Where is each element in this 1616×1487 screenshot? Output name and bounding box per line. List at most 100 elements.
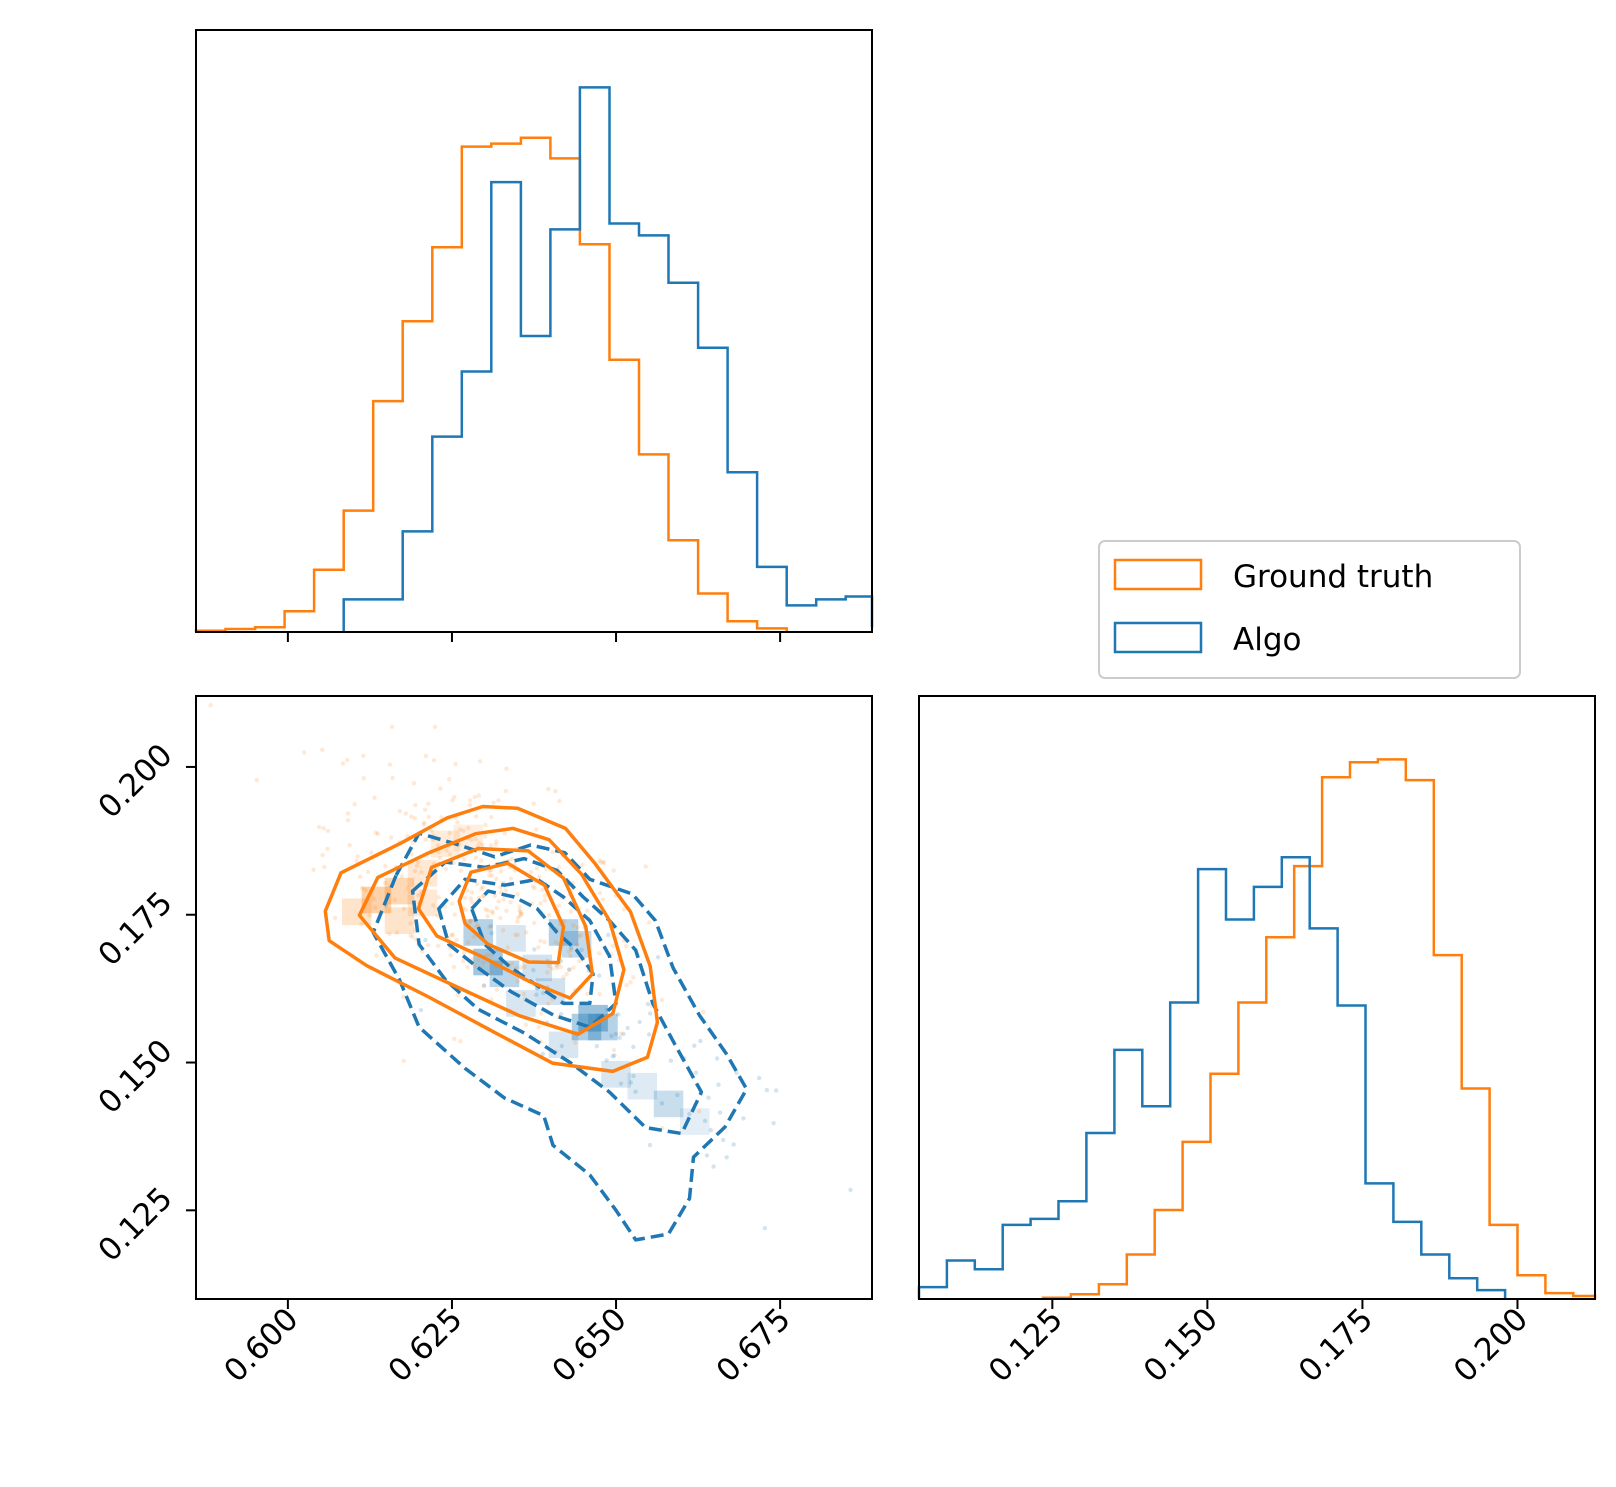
algo-density-cell [463,919,493,946]
ground-truth-sample-point [611,1047,617,1053]
ground-truth-sample-point [515,892,520,897]
ground-truth-sample-point [451,964,457,970]
ground-truth-sample-point [317,824,322,830]
ground-truth-sample-point [542,893,548,898]
ground-truth-sample-point [452,795,457,800]
y-marginal-axes-frame [918,695,1596,1300]
ground-truth-sample-point [488,970,493,976]
ground-truth-sample-point [435,943,441,948]
ground-truth-sample-point [515,915,521,920]
ground-truth-sample-point [519,911,524,916]
ground-truth-sample-point [437,855,443,861]
ground-truth-sample-point [501,928,506,933]
ground-truth-sample-point [536,1024,541,1030]
ground-truth-sample-point [597,991,602,997]
ground-truth-sample-point [496,798,501,803]
ground-truth-sample-point [483,822,488,828]
ground-truth-sample-point [415,859,421,864]
algo-sample-point [617,1035,622,1041]
ground-truth-sample-point [556,865,561,870]
ground-truth-sample-point [452,912,457,917]
algo-sample-point [708,1128,713,1133]
algo-sample-point [606,932,611,938]
ground-truth-sample-point [701,1009,706,1014]
ground-truth-contour [416,846,595,1000]
ground-truth-contour [457,861,566,965]
ground-truth-sample-point [468,896,473,901]
algo-sample-point [687,1111,692,1117]
ground-truth-sample-point [498,915,503,921]
ground-truth-sample-point [435,843,441,848]
ground-truth-sample-point [387,931,392,937]
ground-truth-sample-point [469,837,474,843]
algo-sample-point [698,1038,703,1044]
ground-truth-sample-point [580,862,585,868]
ground-truth-sample-point [659,997,664,1003]
ground-truth-sample-point [345,757,350,763]
algo-sample-point [711,1164,716,1169]
ground-truth-sample-point [471,934,477,940]
algo-sample-point [482,983,487,988]
ground-truth-sample-point [578,932,584,938]
ground-truth-sample-point [545,970,550,975]
ground-truth-sample-point [542,898,548,903]
ground-truth-sample-point [601,859,606,864]
ground-truth-sample-point [611,868,616,873]
ground-truth-sample-point [448,952,453,958]
algo-sample-point [762,1226,768,1231]
ground-truth-sample-point [532,886,537,891]
algo-sample-point [558,1011,564,1017]
ground-truth-sample-point [465,964,470,970]
ground-truth-sample-point [474,814,479,819]
ground-truth-sample-point [355,854,360,859]
ground-truth-sample-point [483,907,488,912]
ground-truth-sample-point [540,887,545,892]
ground-truth-sample-point [426,814,431,820]
algo-sample-point [637,1019,642,1025]
y-marginal-hist-ground-truth [1041,758,1597,1300]
ground-truth-sample-point [450,901,455,906]
ground-truth-sample-point [374,953,379,958]
ground-truth-sample-point [538,938,543,943]
ground-truth-sample-point [461,828,466,833]
ground-truth-sample-point [553,789,558,794]
ground-truth-sample-point [697,1109,702,1114]
ground-truth-sample-point [412,816,417,821]
ground-truth-sample-point [302,750,307,755]
algo-sample-point [731,1142,736,1147]
ground-truth-sample-point [530,884,536,889]
ground-truth-sample-point [618,1031,624,1036]
ground-truth-sample-point [528,869,534,875]
ground-truth-sample-point [494,876,499,881]
ground-truth-sample-point [577,934,582,939]
ground-truth-sample-point [518,911,524,917]
ground-truth-sample-point [473,855,479,860]
algo-density-cell [680,1108,710,1135]
ground-truth-sample-point [508,876,514,881]
ground-truth-sample-point [564,971,569,977]
ground-truth-sample-point [553,940,558,945]
ground-truth-sample-point [494,987,500,992]
ground-truth-sample-point [455,820,460,825]
ground-truth-sample-point [476,957,481,962]
ground-truth-sample-point [477,841,482,846]
ground-truth-sample-point [390,775,395,781]
ground-truth-sample-point [504,766,509,771]
ground-truth-sample-point [470,900,475,905]
legend-swatch-ground-truth [1113,558,1203,591]
ground-truth-sample-point [322,864,327,870]
ground-truth-sample-point [556,903,561,908]
ground-truth-density-cell [384,877,415,905]
legend-label-algo: Algo [1233,622,1301,658]
algo-sample-point [540,1051,546,1057]
ground-truth-sample-point [421,822,426,827]
ground-truth-sample-point [340,761,346,766]
algo-sample-point [717,1110,723,1115]
ground-truth-sample-point [621,907,627,912]
algo-sample-point [610,1054,615,1059]
algo-sample-point [532,947,537,952]
ground-truth-sample-point [436,895,441,900]
ground-truth-sample-point [392,897,398,903]
ground-truth-contour [323,804,660,1074]
algo-sample-point [609,1033,614,1039]
